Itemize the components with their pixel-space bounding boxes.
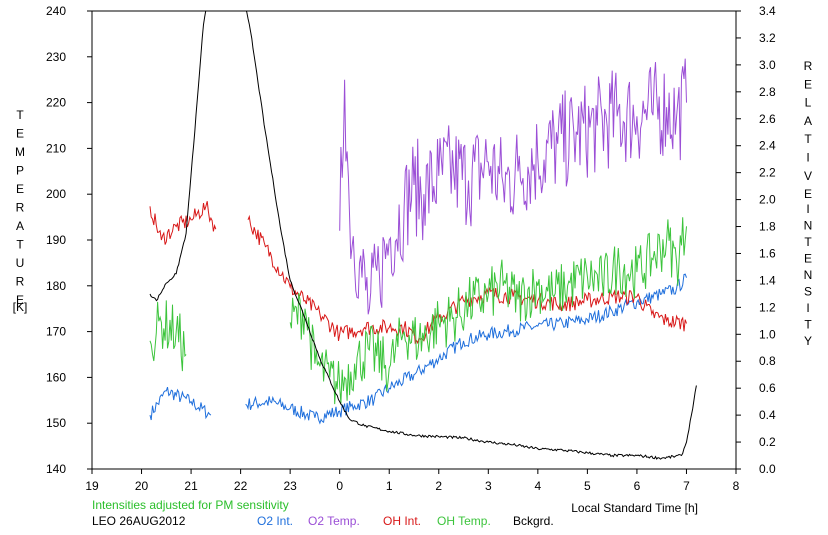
y-right-label-letter: Y	[804, 334, 812, 348]
y-left-tick-label: 220	[46, 96, 66, 110]
x-axis-label: Local Standard Time [h]	[571, 501, 698, 515]
x-tick-label: 7	[683, 479, 690, 493]
y-left-label-letter: T	[16, 108, 24, 122]
y-left-tick-label: 210	[46, 141, 66, 155]
y-left-label-letter: E	[16, 127, 24, 141]
y-left-label-letter: R	[16, 201, 25, 215]
y-left-label-letter: U	[16, 256, 25, 270]
x-tick-label: 21	[184, 479, 198, 493]
x-tick-label: 0	[336, 479, 343, 493]
y-left-label-letter: R	[16, 275, 25, 289]
sensitivity-note: Intensities adjusted for PM sensitivity	[92, 498, 289, 512]
station-date-label: LEO 26AUG2012	[92, 514, 186, 528]
plot-frame	[91, 10, 737, 470]
y-right-label-letter: T	[804, 132, 812, 146]
y-right-label-letter: R	[804, 59, 813, 73]
y-right-tick-label: 3.2	[759, 31, 776, 45]
y-right-tick-label: 3.0	[759, 58, 776, 72]
x-tick-label: 6	[634, 479, 641, 493]
y-left-tick-label: 140	[46, 462, 66, 476]
legend-o2-temp: O2 Temp.	[308, 514, 360, 528]
series-line-oh-int	[149, 201, 687, 345]
y-left-label-letter: P	[16, 164, 24, 178]
legend-bckgrd: Bckgrd.	[513, 514, 554, 528]
y-left-unit: [K]	[13, 300, 28, 314]
y-right-tick-label: 2.2	[759, 166, 776, 180]
series-line-oh-temp	[149, 217, 687, 405]
y-left-tick-label: 190	[46, 233, 66, 247]
y-right-tick-label: 0.6	[759, 381, 776, 395]
x-tick-label: 23	[283, 479, 297, 493]
y-right-label-letter: E	[804, 252, 812, 266]
legend-oh-int: OH Int.	[383, 514, 421, 528]
legend-o2-int: O2 Int.	[257, 514, 293, 528]
y-right-label-letter: T	[804, 235, 812, 249]
y-left-label-letter: E	[16, 293, 24, 307]
y-right-label-letter: L	[805, 96, 812, 110]
x-tick-label: 8	[733, 479, 740, 493]
y-left-tick-label: 170	[46, 325, 66, 339]
y-right-tick-label: 0.2	[759, 435, 776, 449]
y-right-tick-label: 2.8	[759, 85, 776, 99]
x-tick-label: 5	[584, 479, 591, 493]
y-right-label-letter: N	[804, 219, 813, 233]
y-right-tick-label: 1.2	[759, 300, 776, 314]
y-left-tick-label: 160	[46, 370, 66, 384]
y-right-tick-label: 1.8	[759, 220, 776, 234]
y-right-tick-label: 3.4	[759, 4, 776, 18]
x-tick-label: 2	[435, 479, 442, 493]
y-left-tick-label: 240	[46, 4, 66, 18]
y-right-label-letter: I	[806, 151, 809, 165]
x-tick-label: 19	[85, 479, 99, 493]
y-right-label-letter: A	[804, 114, 812, 128]
y-right-tick-label: 1.6	[759, 246, 776, 260]
legend: O2 Int. O2 Temp. OH Int. OH Temp. Bckgrd.	[257, 514, 554, 528]
y-right-tick-label: 0.4	[759, 408, 776, 422]
y-right-tick-label: 1.4	[759, 273, 776, 287]
y-right-tick-label: 0.0	[759, 462, 776, 476]
y-right-label-letter: V	[804, 169, 812, 183]
y-left-tick-label: 230	[46, 50, 66, 64]
y-right-label-letter: I	[806, 202, 809, 216]
y-left-tick-label: 200	[46, 187, 66, 201]
series-line-bckgrd	[149, 11, 697, 460]
y-left-label-letter: M	[15, 145, 25, 159]
y-left-label-letter: E	[16, 182, 24, 196]
y-left-tick-label: 180	[46, 279, 66, 293]
x-tick-label: 22	[234, 479, 248, 493]
y-left-label-letter: T	[16, 238, 24, 252]
legend-oh-temp: OH Temp.	[437, 514, 491, 528]
y-right-label-letter: N	[804, 268, 813, 282]
y-right-label-letter: I	[806, 301, 809, 315]
series-line-o2-int	[149, 273, 687, 425]
y-left-label-letter: A	[16, 219, 24, 233]
y-right-tick-label: 0.8	[759, 354, 776, 368]
y-left-tick-label: 150	[46, 416, 66, 430]
y-right-tick-label: 2.0	[759, 193, 776, 207]
y-right-tick-label: 2.4	[759, 139, 776, 153]
axis-layer: 19 20 21 22 23 0 1 2 3 4 5 6 7 8140150160170180190200…	[46, 4, 776, 493]
series-line-o2-temp	[339, 58, 687, 315]
x-tick-label: 20	[135, 479, 149, 493]
y-right-tick-label: 1.0	[759, 327, 776, 341]
x-tick-label: 1	[386, 479, 393, 493]
series-layer	[149, 11, 697, 460]
x-tick-label: 4	[535, 479, 542, 493]
y-right-label-letter: E	[804, 77, 812, 91]
x-tick-label: 3	[485, 479, 492, 493]
y-right-label-letter: S	[804, 285, 812, 299]
y-right-label-letter: T	[804, 318, 812, 332]
y-right-label-letter: E	[804, 187, 812, 201]
y-right-tick-label: 2.6	[759, 112, 776, 126]
